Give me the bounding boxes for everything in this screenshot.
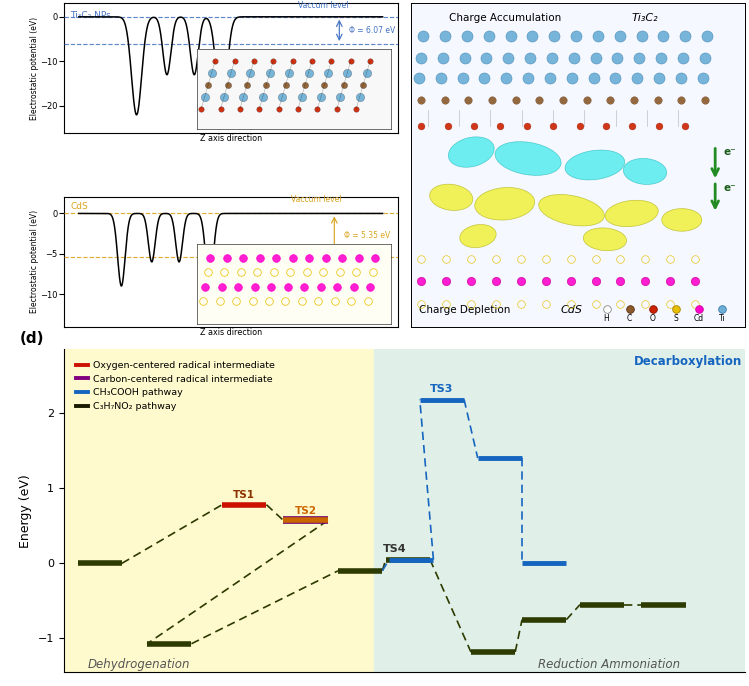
Text: TS3: TS3 [430, 384, 454, 394]
Text: Charge Accumulation: Charge Accumulation [449, 13, 561, 23]
Ellipse shape [475, 187, 535, 220]
X-axis label: Z axis direction: Z axis direction [200, 134, 262, 143]
Text: Dehydrogenation: Dehydrogenation [88, 658, 190, 671]
Ellipse shape [565, 150, 625, 180]
Y-axis label: Energy (eV): Energy (eV) [19, 474, 32, 547]
Text: Decarboxylation: Decarboxylation [634, 355, 742, 368]
Y-axis label: Electrostatic potential (eV): Electrostatic potential (eV) [29, 16, 38, 119]
Text: Vaccum level: Vaccum level [297, 1, 348, 10]
Y-axis label: Electrostatic potential (eV): Electrostatic potential (eV) [29, 211, 38, 314]
Legend: Oxygen-centered radical intermediate, Carbon-centered radical intermediate, CH₃C: Oxygen-centered radical intermediate, Ca… [72, 357, 278, 415]
Text: (b): (b) [0, 180, 1, 195]
Text: TS4: TS4 [383, 543, 406, 554]
Text: Ti₃C₂ NPs: Ti₃C₂ NPs [70, 11, 111, 20]
Text: H: H [604, 314, 610, 323]
Text: S: S [673, 314, 678, 323]
Ellipse shape [460, 224, 496, 248]
Text: Fermi level: Fermi level [291, 274, 333, 283]
Text: Φ = 6.07 eV: Φ = 6.07 eV [349, 26, 395, 35]
Ellipse shape [449, 137, 494, 167]
Text: Charge Depletion: Charge Depletion [419, 305, 510, 316]
Text: TS1: TS1 [233, 490, 255, 500]
Bar [374, 349, 745, 672]
Text: O: O [650, 314, 655, 323]
Ellipse shape [583, 228, 627, 250]
Ellipse shape [430, 184, 473, 211]
Ellipse shape [605, 200, 658, 226]
Text: Ti: Ti [718, 314, 725, 323]
FancyArrowPatch shape [712, 184, 718, 208]
Text: (d): (d) [19, 331, 44, 346]
Text: Φ = 5.35 eV: Φ = 5.35 eV [345, 230, 390, 239]
Text: CdS: CdS [560, 305, 583, 316]
Ellipse shape [495, 141, 561, 176]
Text: TS2: TS2 [294, 506, 317, 516]
FancyArrowPatch shape [712, 148, 718, 175]
Text: C: C [627, 314, 632, 323]
Ellipse shape [661, 209, 702, 231]
X-axis label: Z axis direction: Z axis direction [200, 328, 262, 337]
Text: CdS: CdS [70, 202, 88, 211]
Text: e⁻: e⁻ [724, 147, 736, 157]
Text: Reduction Ammoniation: Reduction Ammoniation [538, 658, 680, 671]
Ellipse shape [623, 158, 667, 185]
Text: Cd: Cd [694, 314, 704, 323]
Text: Fermi level: Fermi level [297, 97, 339, 106]
Text: (a): (a) [0, 0, 1, 1]
Text: e⁻: e⁻ [724, 183, 736, 193]
Text: Vaccum level: Vaccum level [291, 196, 342, 204]
Ellipse shape [539, 195, 604, 226]
Text: Ti₃C₂: Ti₃C₂ [631, 13, 658, 23]
Bar [64, 349, 374, 672]
